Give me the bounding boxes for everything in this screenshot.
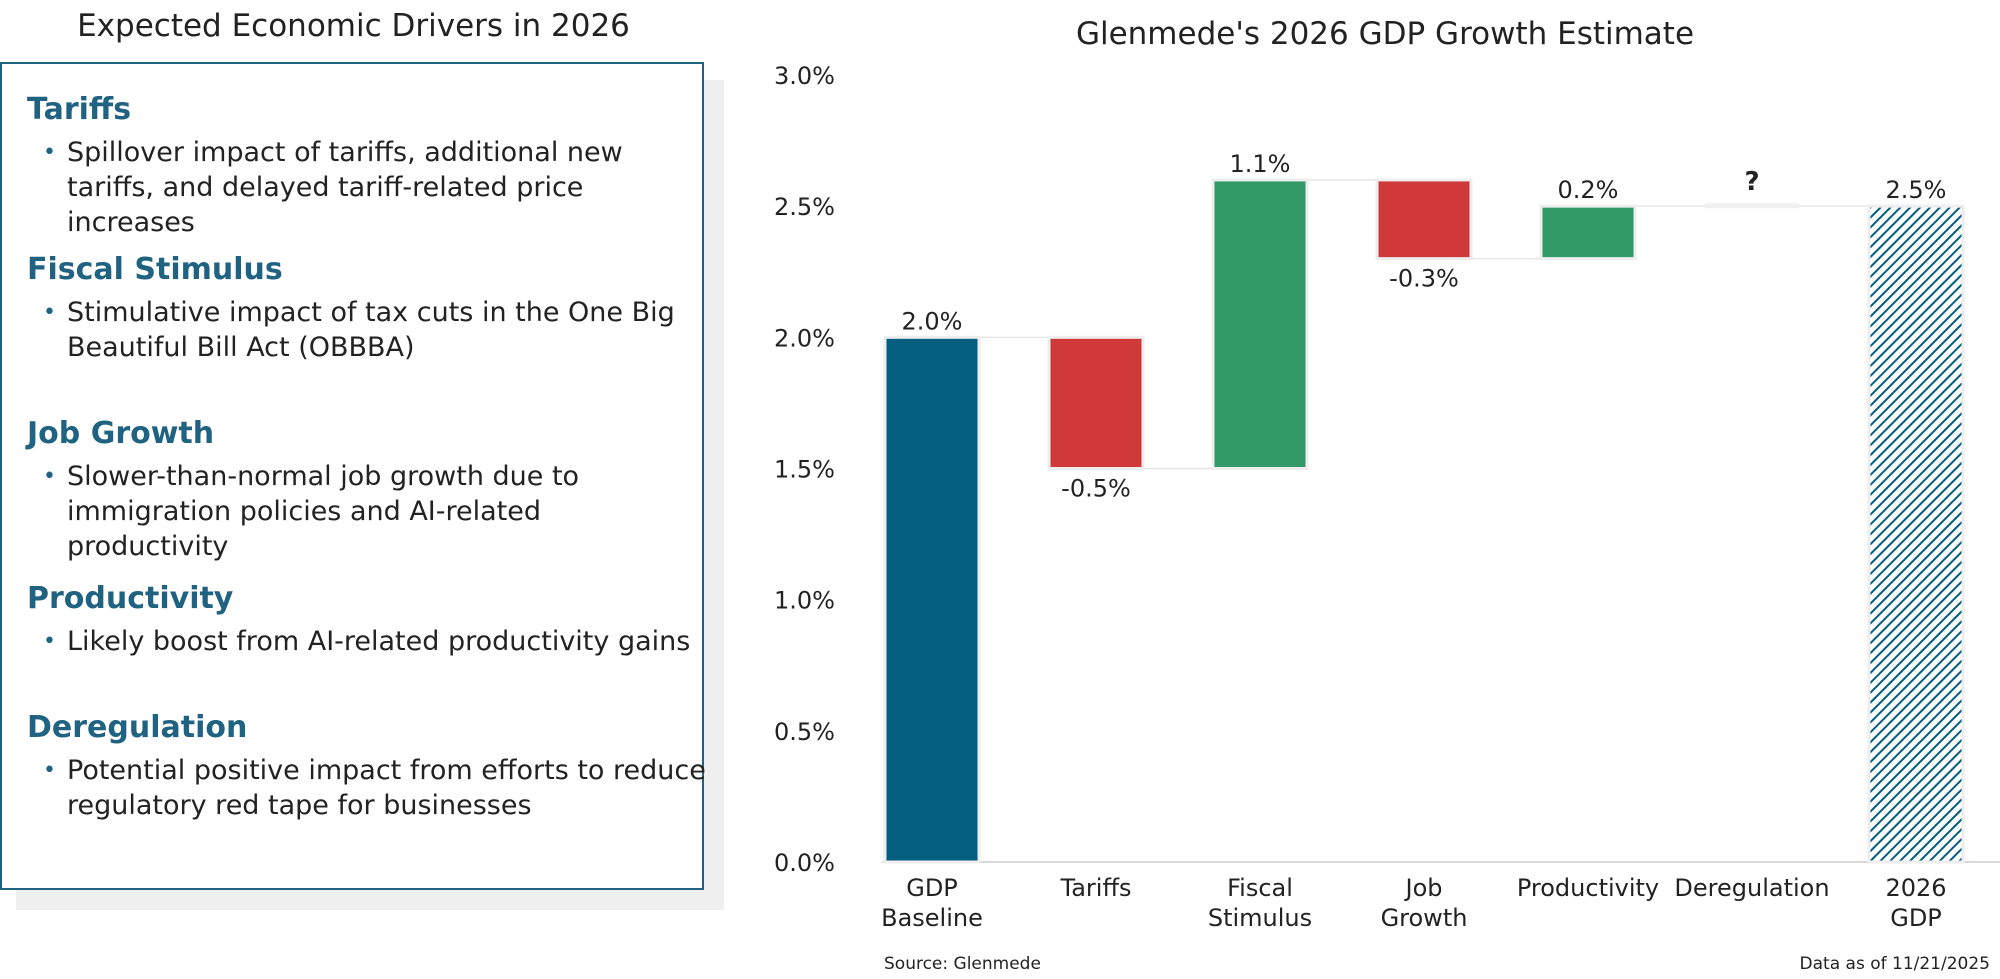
- y-tick-label: 0.0%: [774, 849, 835, 877]
- driver-bullet: Likely boost from AI-related productivit…: [43, 624, 707, 659]
- x-tick-label: Productivity: [1517, 874, 1659, 902]
- driver-heading: Tariffs: [27, 92, 132, 127]
- driver-bullet: Potential positive impact from efforts t…: [43, 753, 707, 823]
- x-tick-label: GDP: [1890, 904, 1942, 932]
- bar-1: [883, 335, 981, 864]
- gdp-waterfall-chart: Glenmede's 2026 GDP Growth Estimate 0.0%…: [774, 16, 2000, 974]
- driver-heading: Productivity: [27, 581, 234, 616]
- y-tick-label: 1.0%: [774, 587, 835, 615]
- x-tick-label: Fiscal: [1227, 874, 1293, 902]
- chart-title: Glenmede's 2026 GDP Growth Estimate: [1076, 16, 1694, 52]
- driver-tariffs: Tariffs Spillover impact of tariffs, add…: [27, 92, 707, 240]
- left-panel-title: Expected Economic Drivers in 2026: [77, 8, 630, 44]
- bar-2: [1047, 335, 1145, 471]
- driver-heading: Job Growth: [27, 416, 215, 451]
- x-tick-label: 2026: [1885, 874, 1946, 902]
- driver-productivity: Productivity Likely boost from AI-relate…: [27, 581, 707, 659]
- bar-value-label: 0.2%: [1558, 176, 1619, 204]
- driver-deregulation: Deregulation Potential positive impact f…: [27, 710, 707, 823]
- drivers-panel: Tariffs Spillover impact of tariffs, add…: [0, 62, 707, 890]
- source-note: Source: Glenmede: [884, 954, 1041, 974]
- bar-7: [1867, 204, 1965, 864]
- y-tick-label: 2.5%: [774, 193, 835, 221]
- x-tick-label: Growth: [1381, 904, 1468, 932]
- bar-value-label: 1.1%: [1230, 150, 1291, 178]
- driver-heading: Fiscal Stimulus: [27, 252, 283, 287]
- bar-value-label: -0.3%: [1389, 265, 1459, 293]
- bar-3: [1211, 178, 1309, 471]
- x-tick-label: Deregulation: [1674, 874, 1829, 902]
- bar-4: [1375, 178, 1473, 261]
- data-as-of-note: Data as of 11/21/2025: [1800, 954, 1990, 974]
- x-tick-label: Stimulus: [1208, 904, 1312, 932]
- bar-5: [1539, 204, 1637, 261]
- bar-value-label: ?: [1744, 167, 1759, 197]
- y-tick-label: 3.0%: [774, 62, 835, 90]
- driver-heading: Deregulation: [27, 710, 248, 745]
- x-tick-label: GDP: [906, 874, 958, 902]
- bar-deregulation: [1705, 203, 1799, 209]
- x-tick-label: Job: [1404, 874, 1443, 902]
- driver-fiscal-stimulus: Fiscal Stimulus Stimulative impact of ta…: [27, 252, 707, 365]
- driver-bullet: Slower-than-normal job growth due to imm…: [43, 459, 707, 564]
- bar-value-label: -0.5%: [1061, 475, 1131, 503]
- y-tick-label: 1.5%: [774, 456, 835, 484]
- y-tick-label: 2.0%: [774, 324, 835, 352]
- driver-bullet: Stimulative impact of tax cuts in the On…: [43, 295, 707, 365]
- bar-value-label: 2.0%: [902, 307, 963, 335]
- x-tick-label: Baseline: [881, 904, 983, 932]
- x-tick-label: Tariffs: [1060, 874, 1132, 902]
- driver-job-growth: Job Growth Slower-than-normal job growth…: [27, 416, 707, 564]
- bar-value-label: 2.5%: [1886, 176, 1947, 204]
- y-tick-label: 0.5%: [774, 718, 835, 746]
- driver-bullet: Spillover impact of tariffs, additional …: [43, 135, 707, 240]
